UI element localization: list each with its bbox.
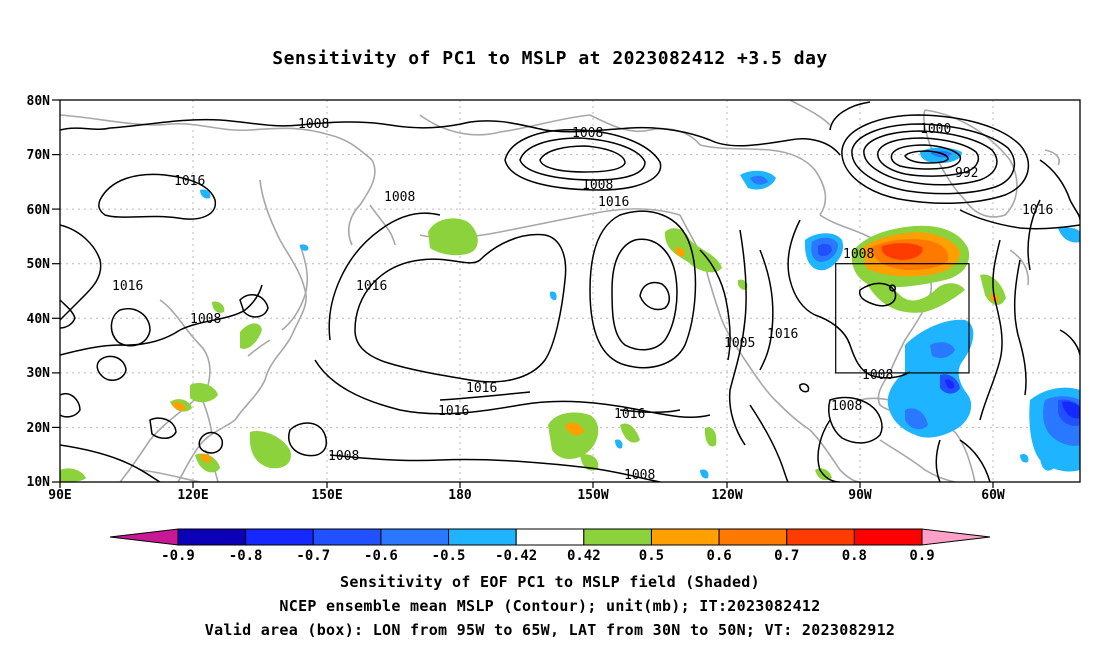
caption-valid-area: Valid area (box): LON from 95W to 65W, L… [204,621,896,639]
contour-label: 1016 [438,404,469,419]
colorbar-tick-label: 0.9 [909,548,934,564]
latitude-labels: 80N 70N 60N 50N 40N 30N 20N 10N [27,94,51,490]
contour-label: 1008 [298,117,329,132]
colorbar-tick-label: -0.7 [296,548,330,564]
colorbar-swatch [380,528,450,546]
colorbar-tick-label: 0.5 [639,548,664,564]
contour-label: 1016 [112,279,143,294]
colorbar-swatch [853,528,923,546]
lon-label: 90E [48,488,71,503]
lat-label: 60N [27,203,51,218]
colorbar-swatch [177,528,247,546]
colorbar-tick-label: -0.6 [364,548,398,564]
contour-labels: 1008 1008 1008 1008 1000 992 1016 1016 1… [112,117,1053,483]
lat-label: 20N [27,421,51,436]
valid-area-box [835,263,970,374]
colorbar-swatch [718,528,788,546]
contour-label: 1008 [384,190,415,205]
caption-shaded: Sensitivity of EOF PC1 to MSLP field (Sh… [340,573,760,591]
sensitivity-shading [60,147,1080,482]
colorbar-swatch [448,528,517,546]
contour-label: 1008 [843,247,874,262]
colorbar-swatch [583,528,652,546]
lat-label: 40N [27,312,51,327]
lon-label: 120W [711,488,742,503]
colorbar-tick-label: -0.8 [229,548,263,564]
axis-ticks [52,99,994,488]
contour-label: 1016 [1022,203,1053,218]
contour-label: 1016 [614,407,645,422]
lat-label: 50N [27,257,51,272]
contour-label: 1005 [724,336,755,351]
lon-label: 150W [577,488,608,503]
lon-label: 150E [311,488,342,503]
contour-label: 1016 [174,174,205,189]
lat-label: 10N [27,475,51,490]
colorbar-tick-label: -0.9 [161,548,195,564]
colorbar-swatch [515,528,585,546]
colorbar-swatch [312,528,382,546]
colorbar-tick-label: -0.5 [432,548,466,564]
contour-label: 1000 [920,122,951,137]
contour-label: 1016 [466,381,497,396]
contour-label: 1008 [624,468,655,483]
colorbar-low-arrow [109,528,179,546]
lat-label: 70N [27,148,51,163]
colorbar-swatch [245,528,314,546]
colorbar-tick-label: 0.42 [567,548,601,564]
map-title: Sensitivity of PC1 to MSLP at 2023082412… [272,48,828,69]
colorbar-tick-label: -0.42 [495,548,537,564]
contour-label: 992 [955,166,978,181]
lon-label: 120E [177,488,208,503]
contour-label: 1008 [572,126,603,141]
colorbar-swatch [650,528,720,546]
lon-label: 60W [981,488,1005,503]
lon-label: 90W [848,488,872,503]
contour-label: 1008 [190,312,221,327]
contour-label: 1016 [598,195,629,210]
colorbar-swatch [786,528,855,546]
lat-label: 80N [27,94,51,109]
caption-contour: NCEP ensemble mean MSLP (Contour); unit(… [279,597,821,615]
longitude-labels: 90E 120E 150E 180 150W 120W 90W 60W [48,488,1005,503]
contour-label: 1008 [582,178,613,193]
contour-label: 1008 [862,368,893,383]
lat-label: 30N [27,366,51,381]
contour-label: 1016 [767,327,798,342]
contour-label: 1016 [356,279,387,294]
lon-label: 180 [448,488,472,503]
plot-frame [59,99,1081,483]
colorbar-tick-label: 0.7 [774,548,799,564]
mslp-contours [60,101,1080,482]
colorbar-high-arrow [921,528,991,546]
contour-label: 1008 [831,399,862,414]
colorbar: -0.9 -0.8 -0.7 -0.6 -0.5 -0.42 0.42 0.5 0.6 0.7 0.… [109,528,991,564]
colorbar-tick-label: 0.6 [706,548,731,564]
contour-label: 1008 [328,449,359,464]
colorbar-tick-label: 0.8 [842,548,867,564]
